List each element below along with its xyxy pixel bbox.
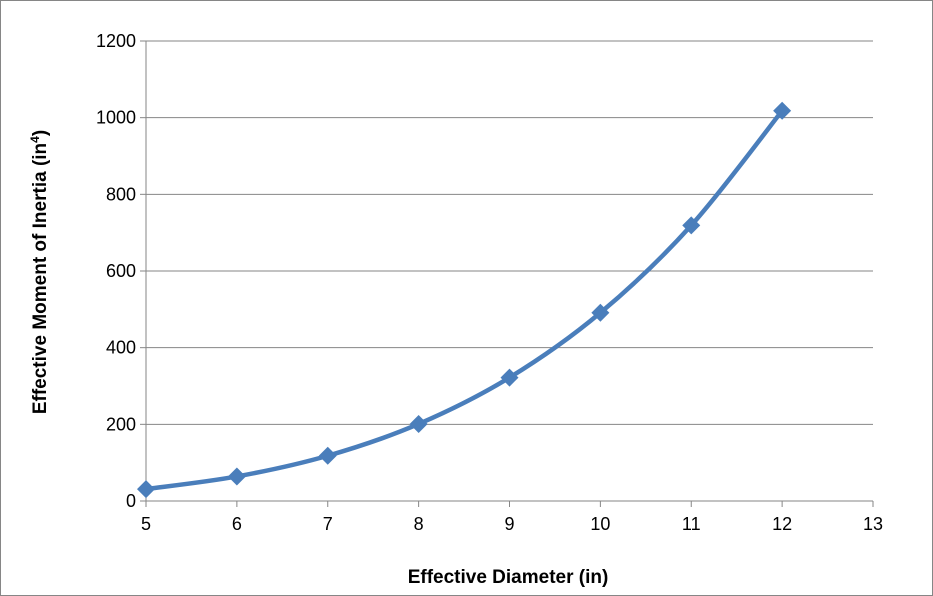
data-point-marker — [227, 467, 246, 486]
data-point-marker — [682, 216, 701, 235]
data-point-marker — [137, 480, 155, 499]
data-point-marker — [409, 414, 428, 433]
y-tick-label: 200 — [106, 414, 136, 434]
data-point-marker — [500, 368, 519, 387]
y-axis-title-sup: 4 — [28, 136, 42, 143]
y-tick-label: 800 — [106, 184, 136, 204]
y-axis-title: Effective Moment of Inertia (in4) — [28, 130, 51, 414]
x-tick-label: 7 — [323, 514, 333, 534]
y-axis-title-suffix: ) — [30, 130, 51, 136]
x-tick-label: 13 — [863, 514, 883, 534]
x-tick-label: 8 — [414, 514, 424, 534]
x-axis-title: Effective Diameter (in) — [408, 567, 609, 588]
x-tick-label: 11 — [682, 514, 701, 534]
x-tick-label: 9 — [504, 514, 514, 534]
y-axis-title-prefix: Effective Moment of Inertia (in — [30, 143, 51, 414]
series-line — [143, 108, 785, 492]
x-tick-label: 10 — [590, 514, 610, 534]
x-tick-label: 6 — [232, 514, 242, 534]
y-tick-labels: 0 200 400 600 800 1000 1200 — [96, 31, 136, 511]
y-tick-label: 1200 — [96, 31, 136, 51]
y-tick-label: 600 — [106, 261, 136, 281]
gridlines — [146, 40, 873, 425]
x-tick-label: 12 — [772, 514, 792, 534]
y-tick-label: 0 — [126, 491, 136, 511]
data-point-marker — [591, 303, 610, 322]
series-group — [137, 101, 792, 499]
y-tick-label: 1000 — [96, 108, 136, 128]
data-point-marker — [318, 446, 337, 465]
data-point-marker — [773, 101, 792, 120]
x-tick-label: 5 — [141, 514, 151, 534]
axes — [140, 40, 874, 507]
y-tick-label: 400 — [106, 338, 136, 358]
x-tick-labels: 5 6 7 8 9 10 11 12 13 — [141, 514, 883, 534]
